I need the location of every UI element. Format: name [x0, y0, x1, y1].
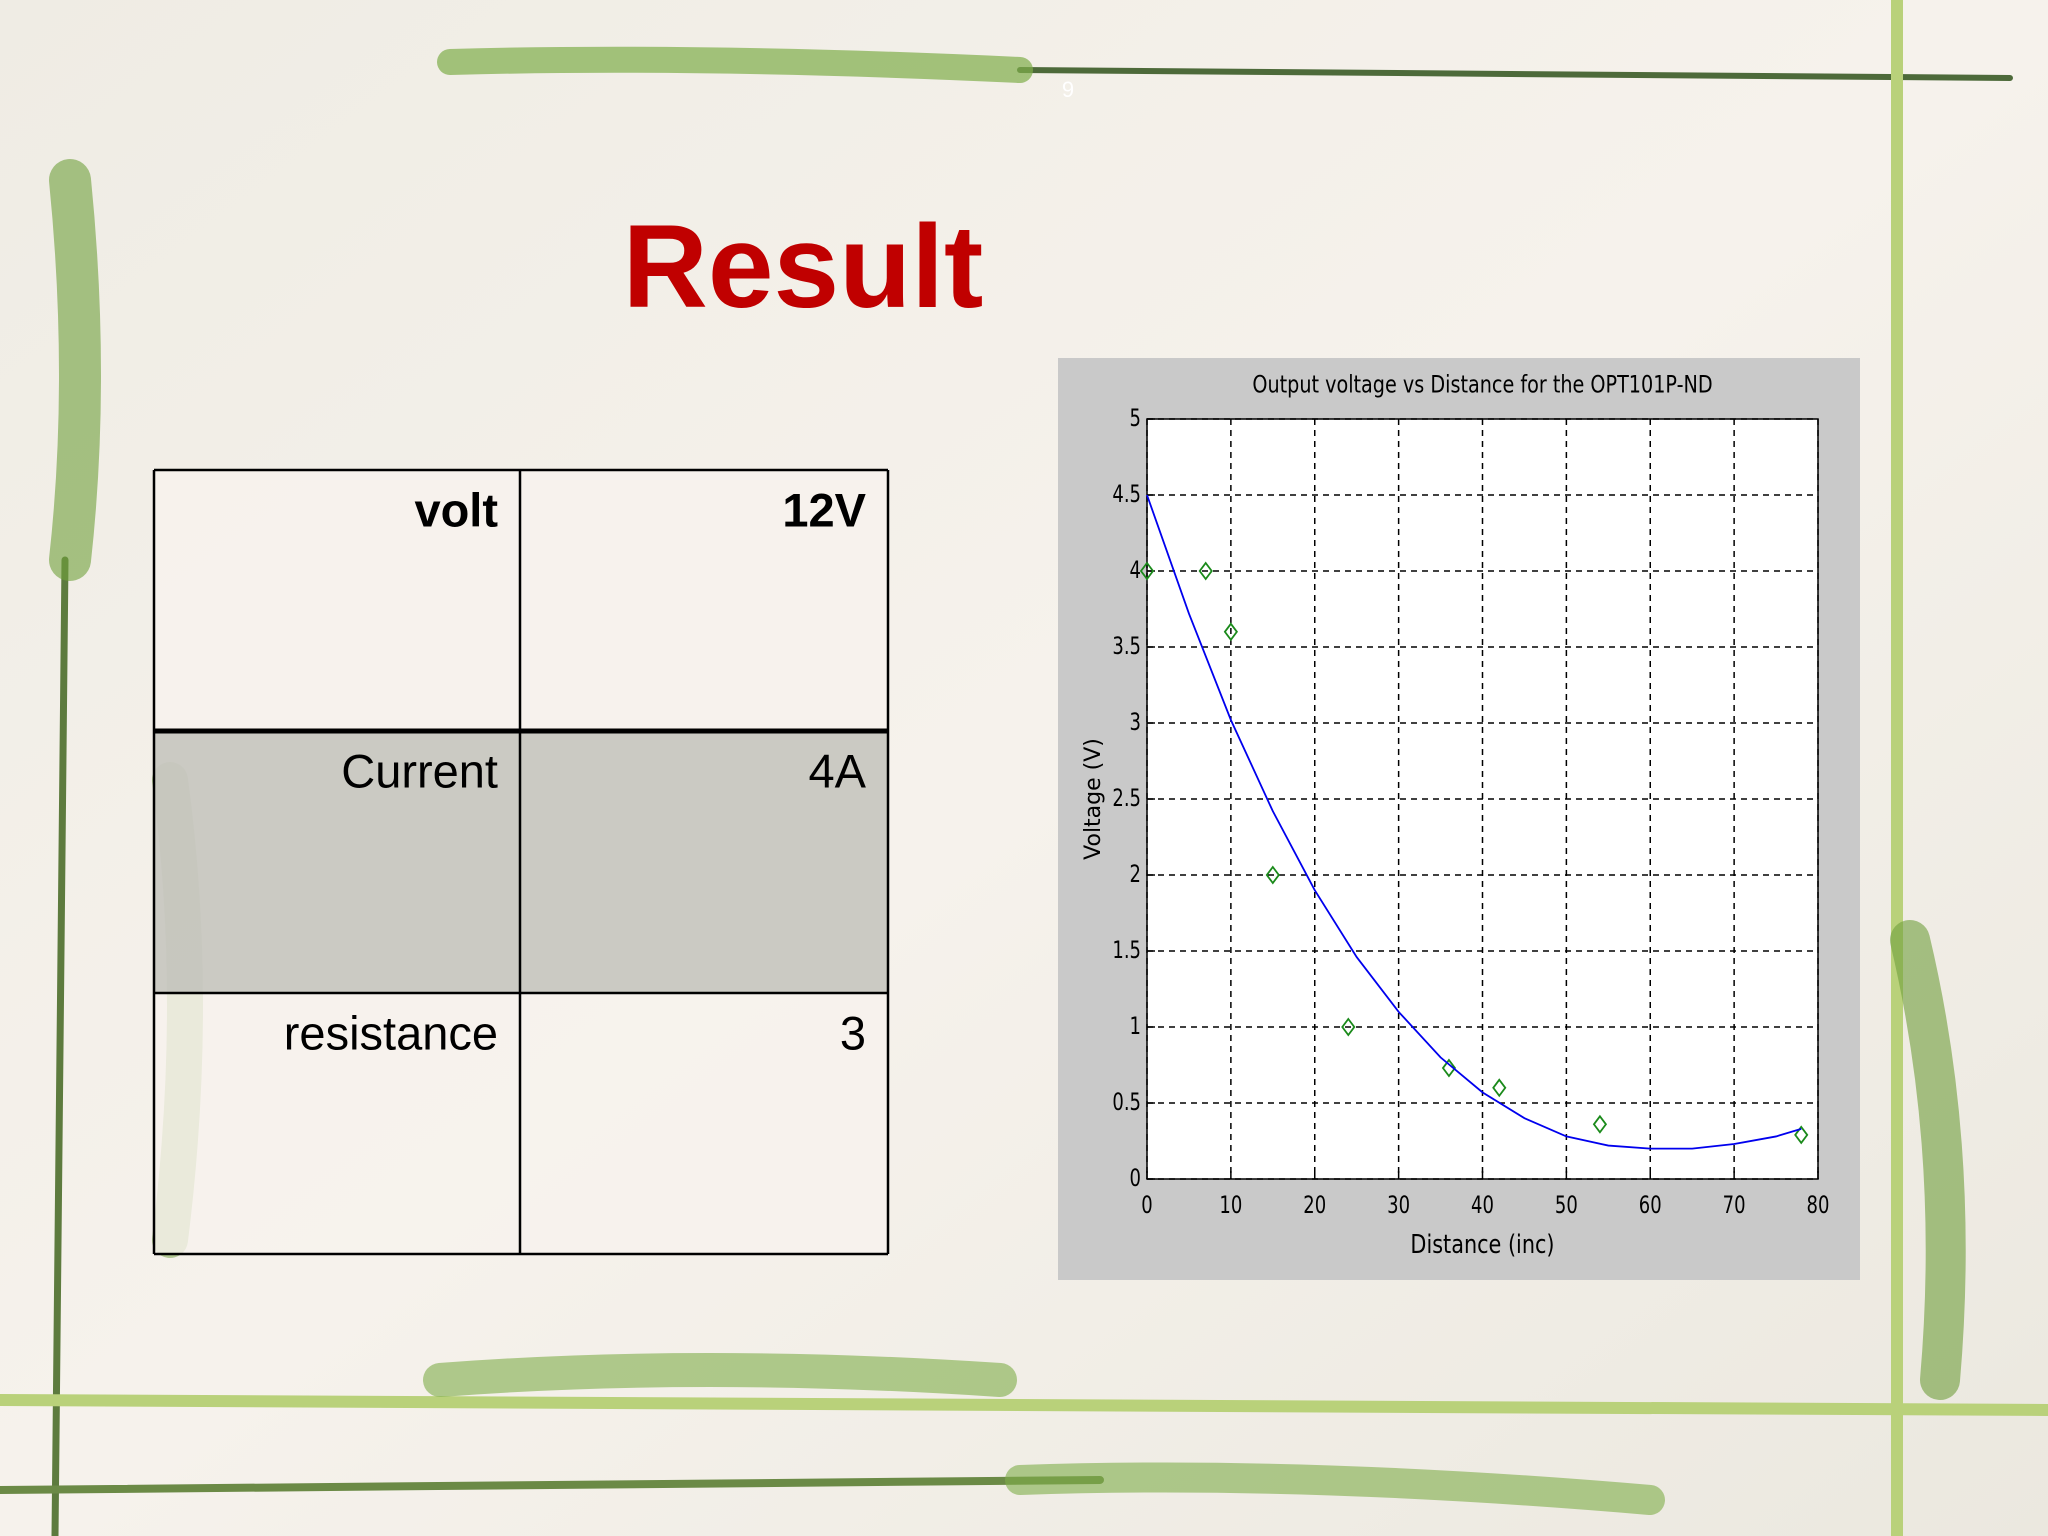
y-axis-label: Voltage (V) — [1081, 738, 1106, 860]
table-cell: volt — [414, 483, 498, 536]
table-cell: Current — [341, 744, 498, 797]
data-point — [1341, 1017, 1356, 1037]
y-tick-label: 4 — [1130, 556, 1141, 584]
x-tick-label: 70 — [1723, 1191, 1746, 1219]
x-axis-label: Distance (inc) — [1410, 1229, 1554, 1260]
x-tick-label: 0 — [1141, 1191, 1152, 1219]
x-tick-label: 40 — [1471, 1191, 1494, 1219]
x-tick-label: 80 — [1807, 1191, 1830, 1219]
table-cell: 12V — [782, 483, 866, 536]
table-cell: 3 — [840, 1006, 866, 1059]
data-point — [1441, 1058, 1457, 1078]
x-tick-label: 50 — [1555, 1191, 1578, 1219]
data-point — [1592, 1114, 1608, 1134]
x-tick-label: 20 — [1303, 1191, 1326, 1219]
y-tick-label: 3.5 — [1112, 632, 1141, 660]
y-tick-label: 1 — [1130, 1012, 1141, 1040]
y-tick-label: 2 — [1130, 860, 1141, 888]
data-point — [1139, 561, 1155, 581]
x-tick-label: 10 — [1219, 1191, 1242, 1219]
y-tick-label: 1.5 — [1112, 936, 1141, 964]
table: volt 12V Current 4A resistance 3 — [152, 468, 890, 1256]
y-tick-label: 2.5 — [1112, 784, 1141, 812]
data-point — [1794, 1125, 1809, 1145]
slide-number: 9 — [1062, 77, 1074, 102]
x-tick-label: 60 — [1639, 1191, 1662, 1219]
y-tick-label: 5 — [1130, 404, 1141, 432]
y-tick-label: 4.5 — [1112, 480, 1141, 508]
data-point — [1223, 622, 1239, 642]
plot-frame — [1146, 418, 1819, 1180]
y-tick-label: 3 — [1130, 708, 1141, 736]
data-point — [1492, 1078, 1507, 1098]
x-tick-label: 30 — [1387, 1191, 1410, 1219]
y-tick-label: 0.5 — [1112, 1088, 1141, 1116]
chart-title: Output voltage vs Distance for the OPT10… — [1252, 372, 1712, 400]
table-cell: 4A — [809, 744, 867, 797]
data-point — [1198, 561, 1213, 581]
chart: Output voltage vs Distance for the OPT10… — [1081, 372, 1829, 1260]
fit-line — [1146, 494, 1802, 1150]
table-cell: resistance — [284, 1006, 498, 1059]
slide-title: Result — [623, 201, 984, 333]
y-tick-label: 0 — [1130, 1164, 1141, 1192]
data-point — [1265, 865, 1280, 885]
